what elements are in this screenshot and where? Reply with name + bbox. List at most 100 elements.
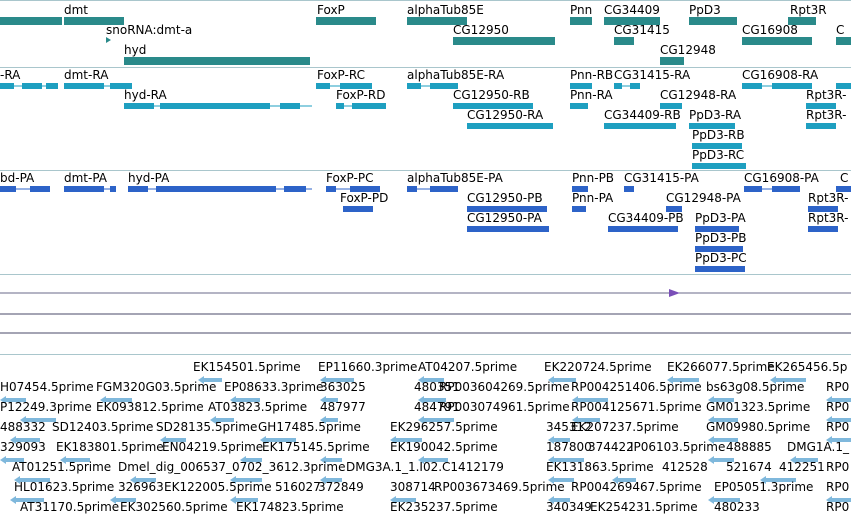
est-label[interactable]: 308714 xyxy=(390,480,436,494)
est-label[interactable]: Dmel_dig_006537_0702_3612.3prime xyxy=(118,460,346,474)
est-label[interactable]: EK254231.5prime xyxy=(590,500,698,514)
est-label[interactable]: RP0 xyxy=(826,460,850,474)
est-label[interactable]: EK190042.5prime xyxy=(390,440,498,454)
est-label[interactable]: RP0 xyxy=(826,400,850,414)
est-label[interactable]: EP11660.3prime xyxy=(318,360,418,374)
protein-label[interactable]: PpD3-PB xyxy=(695,231,747,245)
protein-label[interactable]: FoxP-PC xyxy=(326,171,374,185)
est-label[interactable]: EK265456.5p xyxy=(767,360,848,374)
est-label[interactable]: 484791 xyxy=(414,400,460,414)
protein-label[interactable]: CG31415-PA xyxy=(624,171,699,185)
est-label[interactable]: 345312 xyxy=(546,420,592,434)
est-label[interactable]: 374422 xyxy=(588,440,634,454)
est-label[interactable]: RP0 xyxy=(826,420,850,434)
transcript-label[interactable]: alphaTub85E-RA xyxy=(407,68,505,82)
est-label[interactable]: DMG1A.1_ xyxy=(787,440,849,454)
protein-label[interactable]: Pnn-PB xyxy=(572,171,615,185)
gene-bar-hyd[interactable] xyxy=(124,57,310,65)
est-label[interactable]: EK154501.5prime xyxy=(193,360,301,374)
est-label[interactable]: RP0 xyxy=(826,380,850,394)
gene-label[interactable]: alphaTub85E xyxy=(407,3,484,17)
est-label[interactable]: EK266077.5prime xyxy=(667,360,775,374)
est-label[interactable]: 372849 xyxy=(318,480,364,494)
est-label[interactable]: 480233 xyxy=(714,500,760,514)
est-label[interactable]: RP003604269.5prime xyxy=(439,380,570,394)
protein-label[interactable]: alphaTub85E-PA xyxy=(407,171,503,185)
est-label[interactable]: EK131863.5prime xyxy=(546,460,654,474)
est-label[interactable]: EK174823.5prime xyxy=(236,500,344,514)
gene-bar-dmt[interactable] xyxy=(64,17,124,25)
est-label[interactable]: RP004125671.5prime xyxy=(571,400,702,414)
protein-label[interactable]: Rpt3R- xyxy=(808,191,849,205)
est-label[interactable]: 516027 xyxy=(275,480,321,494)
protein-label[interactable]: hyd-PA xyxy=(128,171,170,185)
transcript-label[interactable]: PpD3-RC xyxy=(692,148,745,162)
transcript-label[interactable]: dmt-RA xyxy=(64,68,109,82)
est-label[interactable]: AT31170.5prime xyxy=(20,500,120,514)
protein-label[interactable]: CG34409-PB xyxy=(608,211,684,225)
protein-label[interactable]: bd-PA xyxy=(0,171,35,185)
est-label[interactable]: EN04219.5prime xyxy=(162,440,264,454)
gene-label[interactable]: C xyxy=(836,23,845,37)
gene-label[interactable]: hyd xyxy=(124,43,147,57)
coverage-marker[interactable] xyxy=(669,289,680,297)
est-label[interactable]: RP0 xyxy=(826,480,850,494)
protein-label[interactable]: PpD3-PA xyxy=(695,211,746,225)
est-label[interactable]: SD28135.5prime xyxy=(156,420,258,434)
est-label[interactable]: 187800 xyxy=(546,440,592,454)
est-label[interactable]: 412528 xyxy=(662,460,708,474)
transcript-label[interactable]: CG12948-RA xyxy=(660,88,737,102)
est-label[interactable]: RP003673469.5prime xyxy=(434,480,565,494)
est-label[interactable]: HL01623.5prime xyxy=(14,480,115,494)
est-label[interactable]: 329093 xyxy=(0,440,46,454)
est-label[interactable]: 326963 xyxy=(118,480,164,494)
est-label[interactable]: 480351 xyxy=(414,380,460,394)
est-label[interactable]: SD12403.5prime xyxy=(52,420,154,434)
est-label[interactable]: EK302560.5prime xyxy=(120,500,228,514)
est-label[interactable]: DMG3A.1_1.I02.C1412179 xyxy=(346,460,504,474)
est-label[interactable]: EP05051.3prime xyxy=(714,480,814,494)
est-label[interactable]: EK093812.5prime xyxy=(96,400,204,414)
gene-bar-cg12948[interactable] xyxy=(660,57,684,65)
est-label[interactable]: IP06103.5prime xyxy=(630,440,726,454)
est-label[interactable]: P12249.3prime xyxy=(0,400,92,414)
protein-label[interactable]: PpD3-PC xyxy=(695,251,747,265)
protein-label[interactable]: CG12948-PA xyxy=(666,191,741,205)
transcript-label[interactable]: Rpt3R- xyxy=(806,108,847,122)
protein-label[interactable]: CG12950-PA xyxy=(467,211,542,225)
est-label[interactable]: 488332 xyxy=(0,420,46,434)
protein-label[interactable]: FoxP-PD xyxy=(340,191,389,205)
transcript-label[interactable]: CG31415-RA xyxy=(614,68,691,82)
protein-label[interactable]: Rpt3R- xyxy=(808,211,849,225)
gene-bar-alphatub[interactable] xyxy=(407,17,467,25)
est-label[interactable]: EP08633.3prime xyxy=(224,380,324,394)
gene-label[interactable]: CG12950 xyxy=(453,23,509,37)
gene-bar-dmt-left[interactable] xyxy=(0,17,62,25)
est-label[interactable]: 488885 xyxy=(726,440,772,454)
transcript-label[interactable]: FoxP-RC xyxy=(317,68,365,82)
transcript-label[interactable]: hyd-RA xyxy=(124,88,167,102)
est-label[interactable]: 363025 xyxy=(320,380,366,394)
transcript-label[interactable]: CG34409-RB xyxy=(604,108,681,122)
est-label[interactable]: 412251 xyxy=(779,460,825,474)
transcript-label[interactable]: CG16908-RA xyxy=(742,68,819,82)
gene-bar-cg31415[interactable] xyxy=(614,37,634,45)
transcript-label[interactable]: Pnn-RA xyxy=(570,88,613,102)
est-label[interactable]: 487977 xyxy=(320,400,366,414)
est-label[interactable]: RP003074961.5prime xyxy=(439,400,570,414)
transcript-label[interactable]: Pnn-RB xyxy=(570,68,614,82)
est-label[interactable]: AT01251.5prime xyxy=(12,460,112,474)
gene-label[interactable]: PpD3 xyxy=(689,3,721,17)
gene-bar-pnn[interactable] xyxy=(570,17,592,25)
gene-bar-snorna[interactable] xyxy=(106,37,111,43)
gene-bar-rpt3r[interactable] xyxy=(788,17,816,25)
est-label[interactable]: 521674 xyxy=(726,460,772,474)
est-label[interactable]: RP0 xyxy=(826,500,850,514)
est-label[interactable]: EK183801.5prime xyxy=(56,440,164,454)
est-label[interactable]: EK296257.5prime xyxy=(390,420,498,434)
gene-label[interactable]: CG16908 xyxy=(742,23,798,37)
transcript-label[interactable]: -RA xyxy=(0,68,21,82)
transcript-label[interactable]: CG12950-RB xyxy=(453,88,530,102)
gene-bar-ppd3[interactable] xyxy=(689,17,737,25)
transcript-label[interactable]: CG12950-RA xyxy=(467,108,544,122)
